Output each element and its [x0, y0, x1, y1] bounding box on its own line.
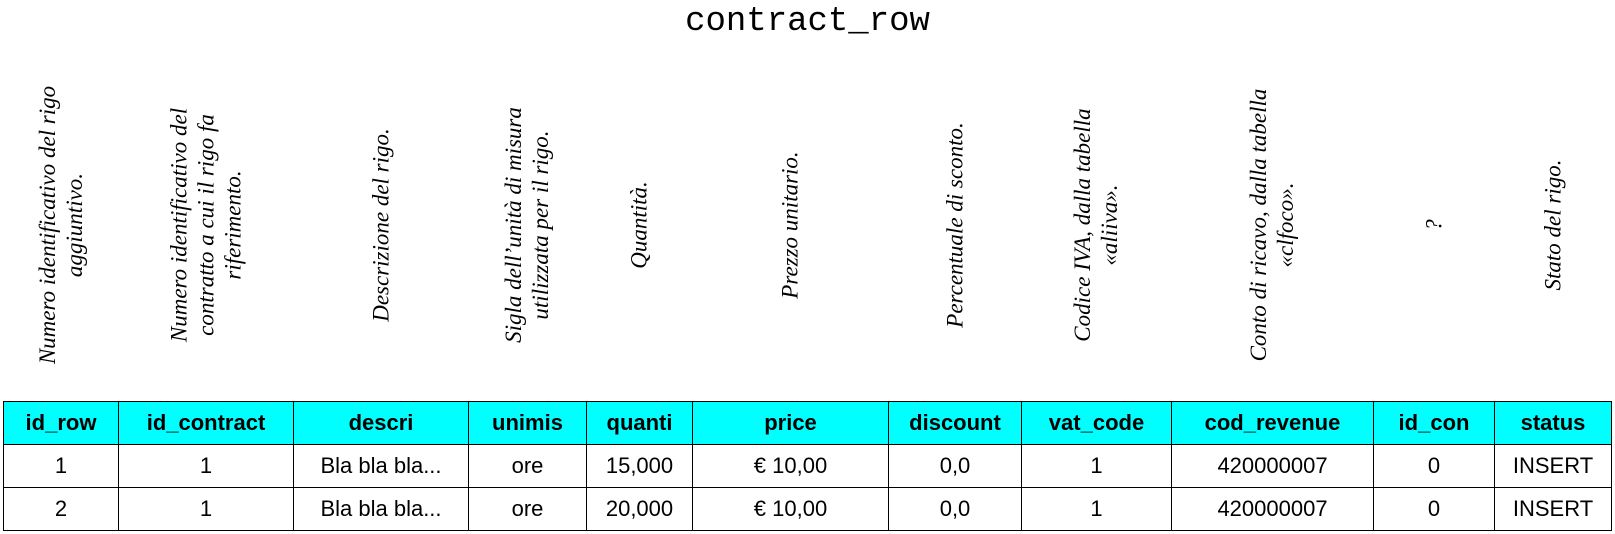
column-header: unimis	[468, 401, 587, 445]
table-cell: 0,0	[888, 487, 1022, 531]
column-note-text: Numero identificativo del contratto a cu…	[166, 107, 245, 343]
column-header: id_contract	[118, 401, 294, 445]
table-cell: € 10,00	[692, 487, 889, 531]
column-header: id_con	[1373, 401, 1495, 445]
column-note: Conto di ricavo, dalla tabella «clfoco».	[1171, 55, 1373, 395]
column-note-text: Quantità.	[626, 181, 652, 269]
column-note-text: ?	[1421, 219, 1446, 231]
column-note-text: Descrizione del rigo.	[368, 128, 393, 322]
table-cell: 1	[1021, 487, 1172, 531]
column-header: quanti	[586, 401, 693, 445]
column-note: ?	[1373, 55, 1494, 395]
table-cell: 0,0	[888, 444, 1022, 488]
column-header: status	[1494, 401, 1612, 445]
column-header: price	[692, 401, 889, 445]
column-note: Prezzo unitario.	[692, 55, 888, 395]
table-cell: 420000007	[1171, 444, 1374, 488]
table-cell: € 10,00	[692, 444, 889, 488]
table-cell: INSERT	[1494, 444, 1612, 488]
column-note-text: Prezzo unitario.	[777, 151, 803, 299]
table-row: 2 1 Bla bla bla... ore 20,000 € 10,00 0,…	[3, 487, 1612, 531]
column-note: Numero identificativo del contratto a cu…	[118, 55, 293, 395]
column-note-text: Sigla dell’unità di misura utilizzata pe…	[501, 107, 553, 343]
column-note-text: Stato del rigo.	[1540, 159, 1565, 291]
table-cell: 420000007	[1171, 487, 1374, 531]
table-cell: 1	[118, 487, 294, 531]
column-note-text: Percentuale di sconto.	[942, 122, 967, 328]
table-row: 1 1 Bla bla bla... ore 15,000 € 10,00 0,…	[3, 444, 1612, 488]
column-note: Numero identificativo del rigo aggiuntiv…	[3, 55, 118, 395]
column-header: vat_code	[1021, 401, 1172, 445]
column-note-text: Codice IVA, dalla tabella «aliiva».	[1070, 108, 1122, 342]
table-cell: Bla bla bla...	[293, 444, 469, 488]
table-cell: 0	[1373, 487, 1495, 531]
column-header: id_row	[3, 401, 119, 445]
column-note-text: Conto di ricavo, dalla tabella «clfoco».	[1246, 88, 1298, 362]
column-note: Quantità.	[586, 55, 692, 395]
table-cell: ore	[468, 444, 587, 488]
column-note: Descrizione del rigo.	[293, 55, 468, 395]
column-header: cod_revenue	[1171, 401, 1374, 445]
table-cell: 15,000	[586, 444, 693, 488]
table-cell: INSERT	[1494, 487, 1612, 531]
table-cell: ore	[468, 487, 587, 531]
column-note: Sigla dell’unità di misura utilizzata pe…	[468, 55, 586, 395]
contract-row-table: id_row id_contract descri unimis quanti …	[3, 401, 1612, 531]
column-header: discount	[888, 401, 1022, 445]
column-notes: Numero identificativo del rigo aggiuntiv…	[0, 55, 1615, 395]
column-header: descri	[293, 401, 469, 445]
table-cell: Bla bla bla...	[293, 487, 469, 531]
column-note-text: Numero identificativo del rigo aggiuntiv…	[34, 85, 87, 365]
column-note: Codice IVA, dalla tabella «aliiva».	[1021, 55, 1171, 395]
column-note: Stato del rigo.	[1494, 55, 1611, 395]
table-cell: 1	[3, 444, 119, 488]
table-cell: 20,000	[586, 487, 693, 531]
table-cell: 2	[3, 487, 119, 531]
table-cell: 1	[118, 444, 294, 488]
page-title: contract_row	[685, 3, 930, 41]
table-cell: 1	[1021, 444, 1172, 488]
table-header-row: id_row id_contract descri unimis quanti …	[3, 401, 1612, 445]
table-cell: 0	[1373, 444, 1495, 488]
column-note: Percentuale di sconto.	[888, 55, 1021, 395]
